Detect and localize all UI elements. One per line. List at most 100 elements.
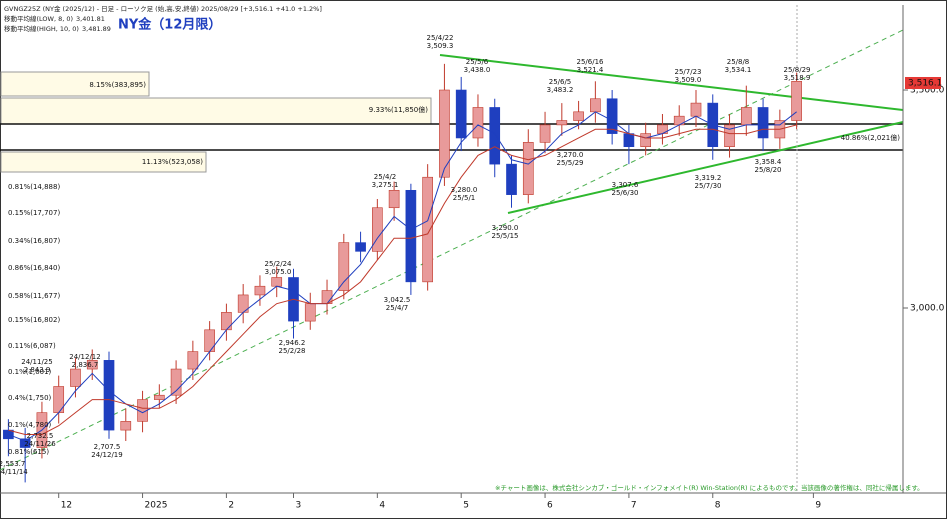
candle-body bbox=[19, 438, 31, 448]
candle-body bbox=[590, 98, 601, 113]
annotation: 2,843.9 bbox=[24, 366, 51, 374]
candle-body bbox=[556, 120, 568, 126]
profile-label: 0.34%(16,807) bbox=[8, 237, 60, 245]
annotation: 25/2/28 bbox=[279, 347, 306, 355]
candle-body bbox=[187, 351, 199, 370]
annotation: 25/8/29 bbox=[784, 66, 811, 74]
x-tick-label: 6 bbox=[547, 501, 553, 511]
candle-body bbox=[70, 368, 81, 387]
x-tick-label: 3 bbox=[295, 501, 301, 511]
annotation: 2,707.5 bbox=[94, 443, 121, 451]
x-tick-label: 5 bbox=[463, 501, 469, 511]
candle-body bbox=[153, 394, 165, 400]
candle-body bbox=[573, 111, 584, 121]
candle-body bbox=[86, 360, 98, 370]
profile-label: 0.81%(14,888) bbox=[8, 183, 60, 191]
x-tick-label: 9 bbox=[815, 501, 821, 511]
candle-body bbox=[254, 285, 266, 296]
candle-body bbox=[757, 107, 769, 139]
candle-body bbox=[439, 89, 450, 178]
annotation: 25/7/30 bbox=[695, 182, 722, 190]
annotation: 3,509.0 bbox=[675, 76, 702, 84]
annotation: 3,307.6 bbox=[612, 181, 639, 189]
trend-line bbox=[439, 54, 904, 111]
header: GVNGZ25Z (NY金 (2025/12) - 日足 - ローソク足 (始,… bbox=[4, 4, 322, 13]
annotation: 25/6/5 bbox=[549, 78, 572, 86]
annotation: 25/8/8 bbox=[727, 58, 750, 66]
annotation: 25/4/22 bbox=[427, 34, 454, 42]
annotation: 3,518.9 bbox=[784, 74, 811, 82]
profile-label: 0.15%(16,802) bbox=[8, 316, 60, 324]
annotation: 3,438.0 bbox=[464, 66, 491, 74]
annotation: 3,075.0 bbox=[265, 268, 292, 276]
candle-body bbox=[355, 242, 366, 252]
profile-label: 11.13%(523,058) bbox=[142, 158, 203, 166]
ma-legend: 移動平均線(LOW, 8, 0) bbox=[4, 14, 73, 23]
candle-body bbox=[724, 124, 735, 147]
profile-label: 40.86%(2,021億) bbox=[841, 133, 900, 142]
annotation: 24/11/14 bbox=[0, 468, 28, 476]
annotation: 25/5/15 bbox=[492, 232, 519, 240]
ma-line bbox=[8, 124, 797, 435]
annotation: 25/4/2 bbox=[374, 173, 397, 181]
x-tick-label: 7 bbox=[631, 501, 637, 511]
annotation: 3,521.4 bbox=[577, 66, 604, 74]
trend-line bbox=[0, 29, 904, 471]
candle-body bbox=[388, 189, 400, 209]
candle-body bbox=[506, 163, 517, 195]
profile-box bbox=[0, 71, 150, 97]
annotation: 24/11/25 bbox=[21, 358, 52, 366]
candle-body bbox=[372, 207, 383, 252]
profile-label: 0.15%(17,707) bbox=[8, 209, 60, 217]
annotation: 2,732.5 bbox=[27, 432, 54, 440]
candle-body bbox=[606, 98, 618, 134]
candle-body bbox=[623, 133, 635, 147]
annotation: 25/7/23 bbox=[675, 68, 702, 76]
profile-label: 9.33%(11,850億) bbox=[369, 105, 428, 114]
candle-body bbox=[740, 107, 752, 126]
candle-body bbox=[170, 368, 182, 396]
trend-line bbox=[507, 121, 904, 214]
annotation: 2,553.7 bbox=[0, 460, 25, 468]
annotation: 3,534.1 bbox=[725, 66, 752, 74]
annotation: 25/6/16 bbox=[577, 58, 605, 66]
last-price-box bbox=[905, 76, 941, 89]
candle-body bbox=[304, 303, 316, 322]
candle-body bbox=[204, 329, 215, 352]
annotation: 25/6/30 bbox=[612, 189, 639, 197]
background-layer bbox=[0, 5, 946, 494]
candle-body bbox=[338, 242, 350, 291]
ma-legend: 移動平均線(HIGH, 10, 0) bbox=[4, 24, 79, 33]
annotation: 24/12/19 bbox=[91, 451, 122, 459]
annotation: 24/11/26 bbox=[24, 440, 56, 448]
x-tick-label: 2 bbox=[228, 501, 234, 511]
candle-body bbox=[690, 102, 702, 117]
annotation: 3,275.1 bbox=[372, 181, 399, 189]
x-tick-label: 12 bbox=[61, 501, 72, 511]
annotation: 3,280.0 bbox=[451, 186, 478, 194]
candle-body bbox=[489, 107, 501, 165]
ma-latest: 3,401.81 bbox=[76, 15, 105, 23]
annotation: 3,358.4 bbox=[755, 158, 782, 166]
chart-title: NY金（12月限） bbox=[118, 17, 221, 33]
annotation: 25/5/1 bbox=[453, 194, 476, 202]
profile-label: 0.58%(11,677) bbox=[8, 292, 60, 300]
x-tick-label: 8 bbox=[715, 501, 721, 511]
annotation: 25/4/7 bbox=[386, 304, 409, 312]
annotation: 3,042.5 bbox=[384, 296, 411, 304]
profile-label: 0.86%(16,840) bbox=[8, 264, 60, 272]
profile-label: 0.11%(6,087) bbox=[8, 342, 56, 350]
profile-label: 0.81%(615) bbox=[8, 448, 49, 456]
annotation: 3,483.2 bbox=[547, 86, 574, 94]
annotation: 3,270.0 bbox=[557, 151, 584, 159]
candle-body bbox=[422, 176, 433, 283]
y-tick-label: 3,500.0 bbox=[910, 86, 945, 96]
candle-body bbox=[791, 80, 802, 121]
annotation: 2,946.2 bbox=[279, 339, 306, 347]
footnote: ※チャート画像は、株式会社シンカブ・ゴールド・インフォメイト(R) Win-St… bbox=[495, 483, 924, 492]
ma-latest: 3,481.89 bbox=[82, 25, 111, 33]
candle-body bbox=[3, 429, 14, 440]
profile-label: 8.15%(383,895) bbox=[89, 81, 146, 89]
